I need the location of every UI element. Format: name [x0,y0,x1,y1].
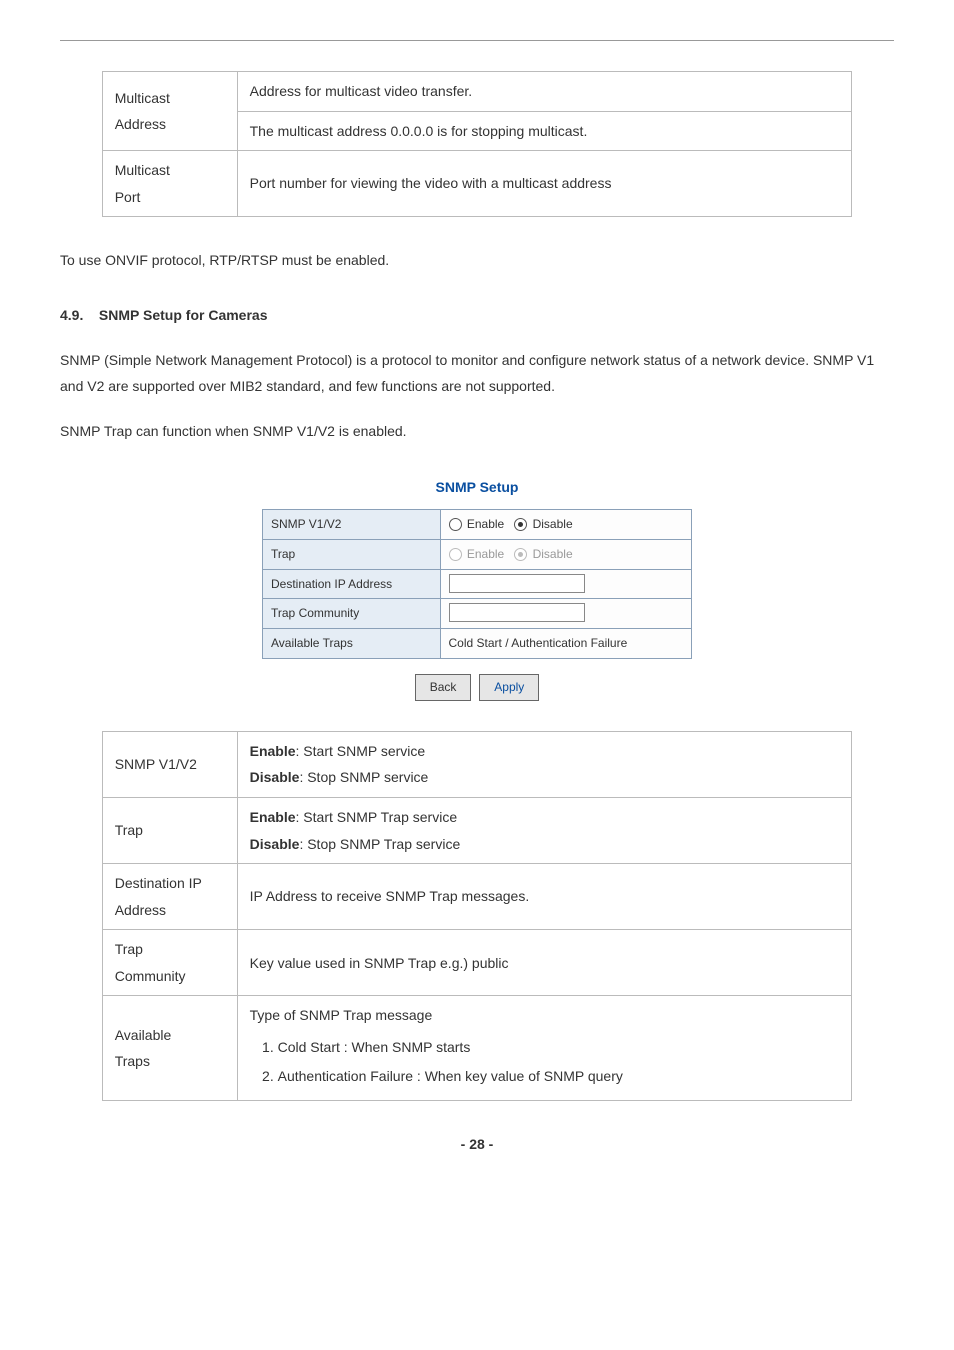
apply-button[interactable]: Apply [479,674,539,701]
desc-trap-label: Trap [102,797,237,863]
snmp-setup-table: SNMP V1/V2 Enable Disable Trap Enable Di… [262,509,692,659]
available-traps-label: Available Traps [263,629,441,659]
multicast-address-desc-1: Address for multicast video transfer. [237,72,852,112]
trap-community-cell [440,599,691,629]
multicast-port-desc: Port number for viewing the video with a… [237,151,852,217]
page-number: - 28 - [60,1131,894,1158]
destination-ip-label: Destination IP Address [263,569,441,599]
available-traps-value: Cold Start / Authentication Failure [440,629,691,659]
snmp-paragraph-2: SNMP Trap can function when SNMP V1/V2 i… [60,418,894,445]
list-item: Cold Start : When SNMP starts [278,1033,840,1062]
trap-value: Enable Disable [440,539,691,569]
section-heading: 4.9. SNMP Setup for Cameras [60,302,894,329]
snmp-description-table: SNMP V1/V2 Enable: Start SNMP service Di… [102,731,853,1102]
snmp-v1v2-value: Enable Disable [440,509,691,539]
trap-community-label: Trap Community [263,599,441,629]
list-item: Authentication Failure : When key value … [278,1062,840,1091]
snmp-paragraph-1: SNMP (Simple Network Management Protocol… [60,347,894,400]
desc-trap: Enable: Start SNMP Trap service Disable:… [237,797,852,863]
radio-trap-disable-icon [514,548,527,561]
multicast-address-desc-2: The multicast address 0.0.0.0 is for sto… [237,111,852,151]
disable-bold: Disable [250,769,300,785]
desc-snmp-v1v2-label: SNMP V1/V2 [102,731,237,797]
destination-ip-cell [440,569,691,599]
back-button[interactable]: Back [415,674,472,701]
snmp-setup-title: SNMP Setup [60,474,894,501]
desc-dest-ip: IP Address to receive SNMP Trap messages… [237,864,852,930]
desc-dest-ip-label: Destination IPAddress [102,864,237,930]
snmp-v1v2-disable-label: Disable [533,517,573,531]
radio-disable-icon[interactable] [514,518,527,531]
section-number: 4.9. [60,307,83,323]
trap-enable-label: Enable [467,547,504,561]
destination-ip-input[interactable] [449,574,585,593]
radio-enable-icon[interactable] [449,518,462,531]
trap-disable-label: Disable [533,547,573,561]
desc-available-traps-label: AvailableTraps [102,996,237,1101]
desc-trap-community-label: TrapCommunity [102,930,237,996]
trap-community-input[interactable] [449,603,585,622]
desc-available-traps: Type of SNMP Trap message Cold Start : W… [237,996,852,1101]
trap-label: Trap [263,539,441,569]
multicast-table: MulticastAddress Address for multicast v… [102,71,853,217]
desc-snmp-v1v2: Enable: Start SNMP service Disable: Stop… [237,731,852,797]
section-title: SNMP Setup for Cameras [99,307,268,323]
onvif-note: To use ONVIF protocol, RTP/RTSP must be … [60,247,894,274]
radio-trap-enable-icon [449,548,462,561]
snmp-v1v2-enable-label: Enable [467,517,504,531]
enable-bold: Enable [250,743,296,759]
multicast-port-label: MulticastPort [102,151,237,217]
multicast-address-label: MulticastAddress [102,72,237,151]
snmp-v1v2-label: SNMP V1/V2 [263,509,441,539]
desc-trap-community: Key value used in SNMP Trap e.g.) public [237,930,852,996]
